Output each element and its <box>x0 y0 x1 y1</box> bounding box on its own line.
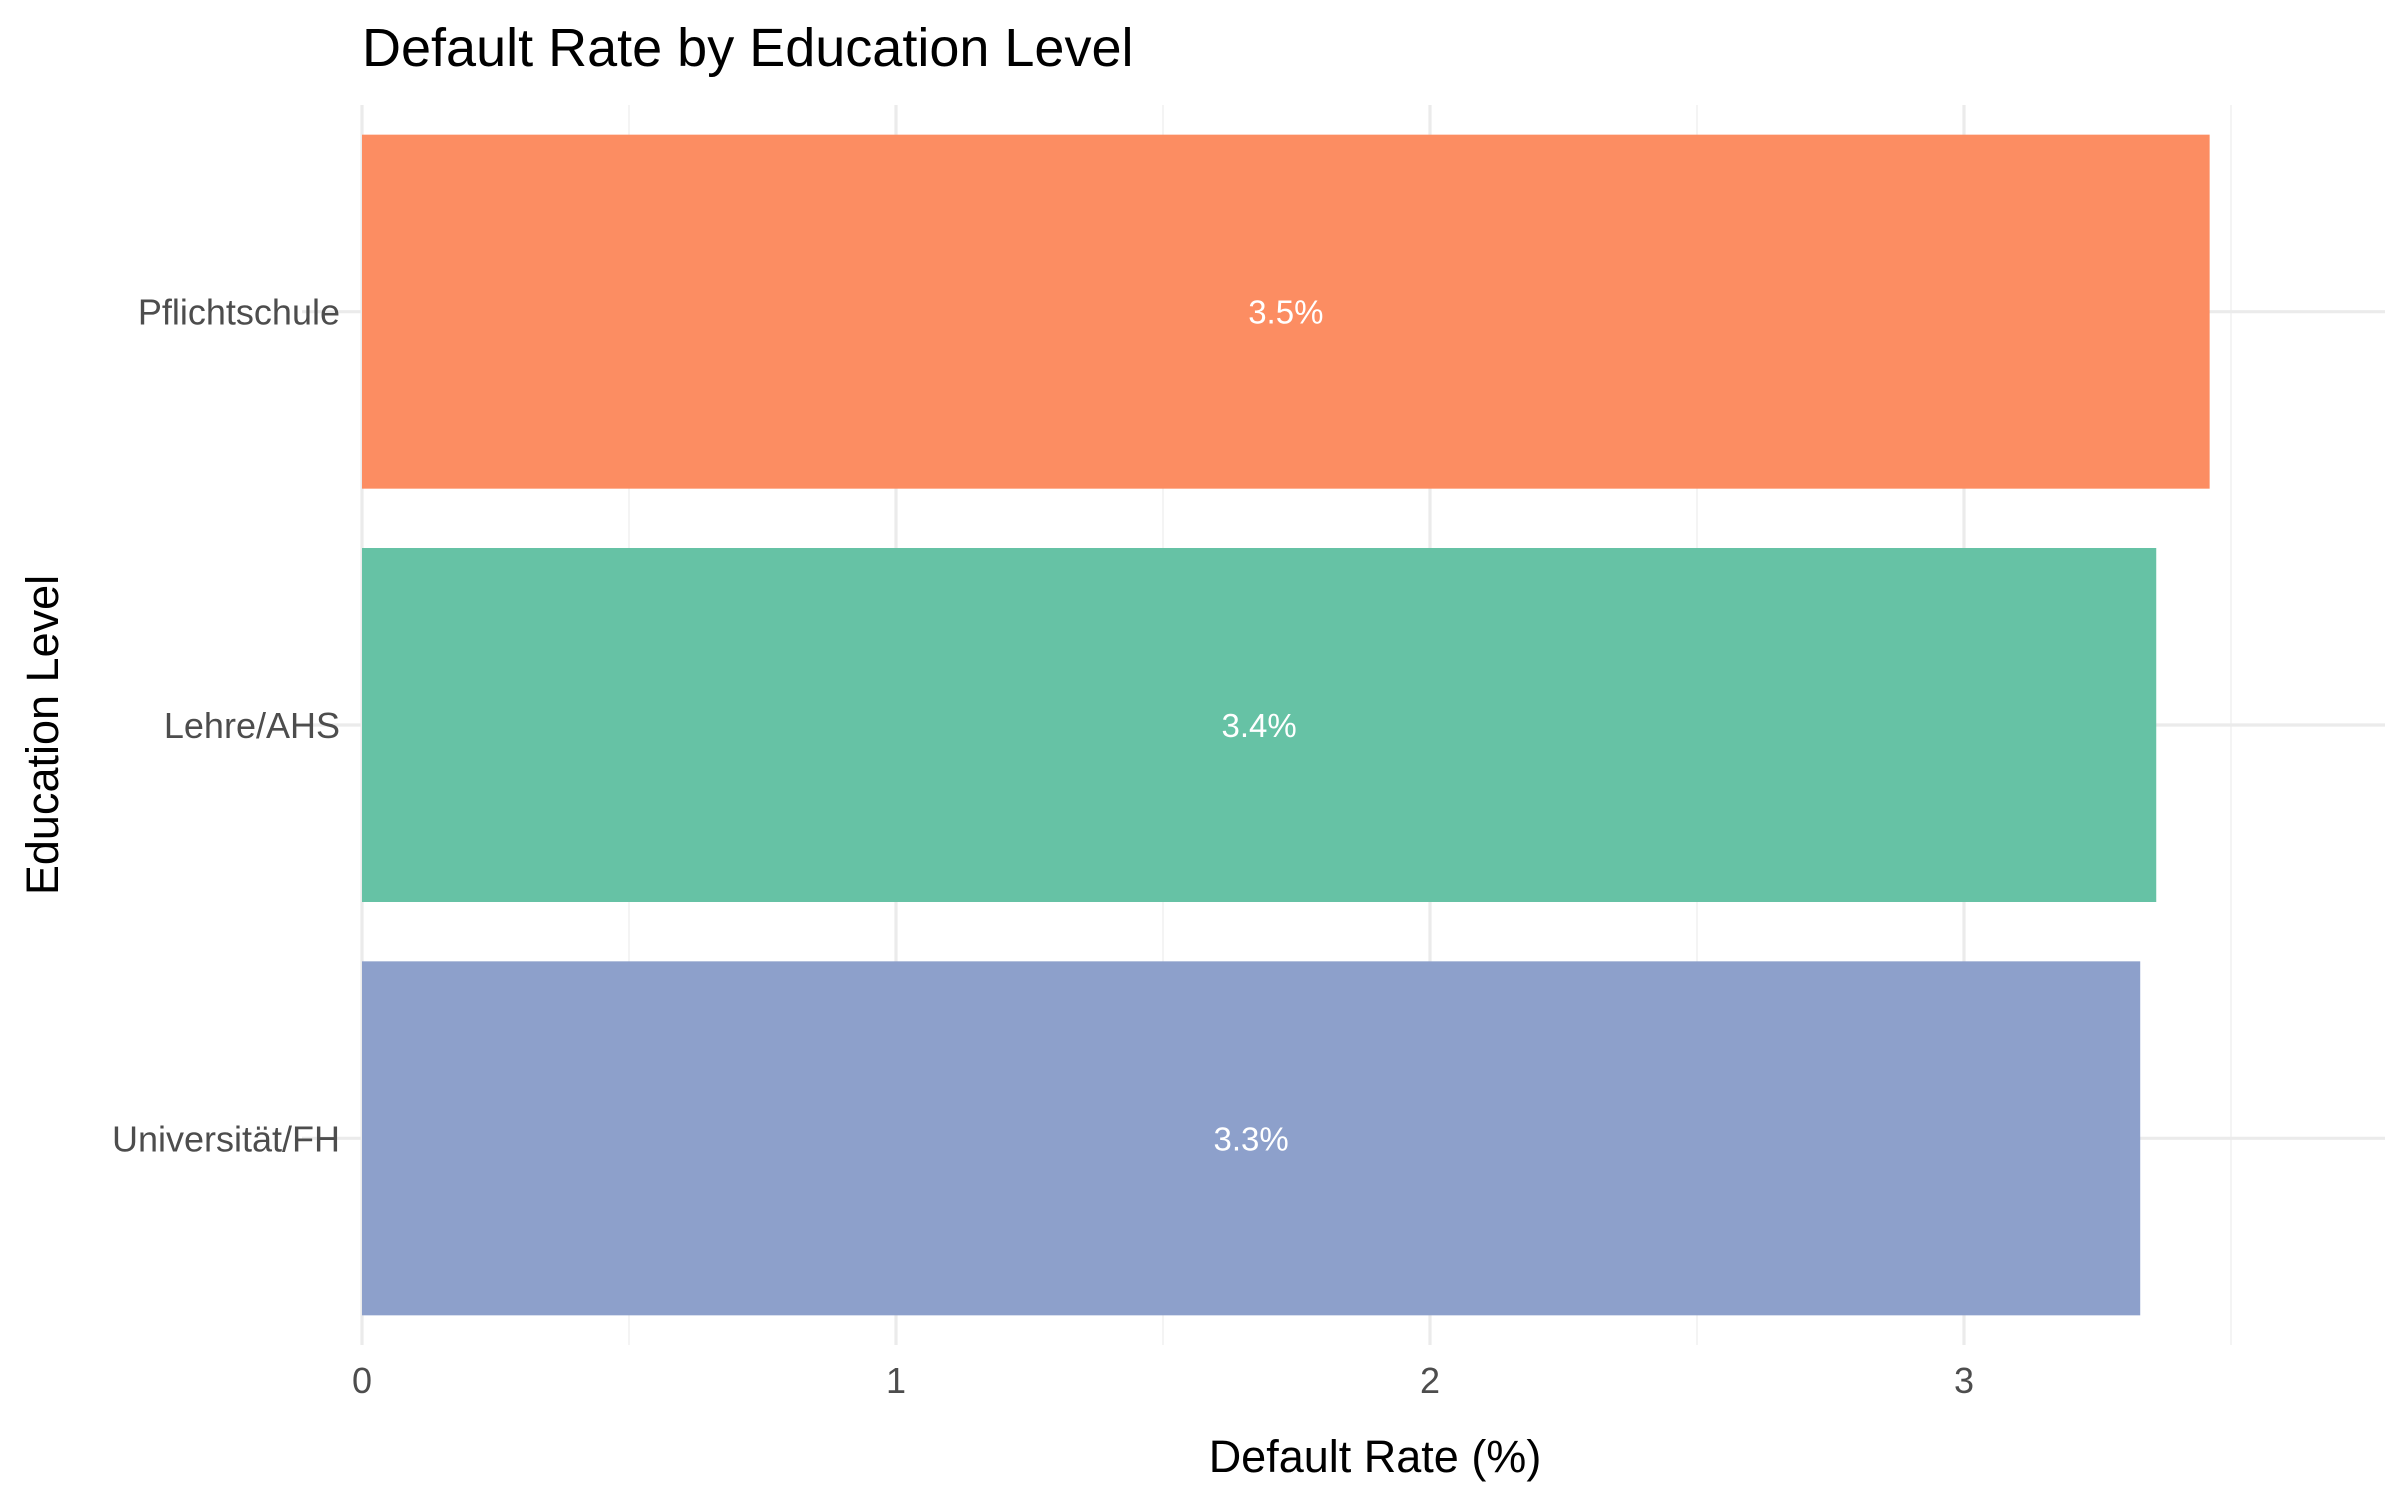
label-layer: 3.5% 3.4% 3.3% <box>1214 294 1324 1158</box>
x-tick-label: 0 <box>352 1360 372 1401</box>
y-tick-label: Universität/FH <box>112 1118 340 1159</box>
axis-layer: 0 1 2 3 Pflichtschule Lehre/AHS Universität/FH <box>112 292 1974 1401</box>
chart-title: Default Rate by Education Level <box>362 18 1133 78</box>
y-axis-title: Education Level <box>17 575 68 895</box>
bar-data-label: 3.4% <box>1222 707 1297 744</box>
bar <box>362 134 2210 489</box>
bar-data-label: 3.5% <box>1248 294 1323 331</box>
y-tick-label: Pflichtschule <box>138 292 340 333</box>
x-axis-title: Default Rate (%) <box>1209 1431 1542 1482</box>
x-tick-label: 3 <box>1954 1360 1974 1401</box>
x-tick-label: 2 <box>1420 1360 1440 1401</box>
bar-data-label: 3.3% <box>1214 1120 1289 1157</box>
y-tick-label: Lehre/AHS <box>164 705 340 746</box>
bar-layer <box>362 134 2210 1316</box>
bar <box>362 961 2141 1316</box>
bar <box>362 548 2157 902</box>
x-tick-label: 1 <box>886 1360 906 1401</box>
